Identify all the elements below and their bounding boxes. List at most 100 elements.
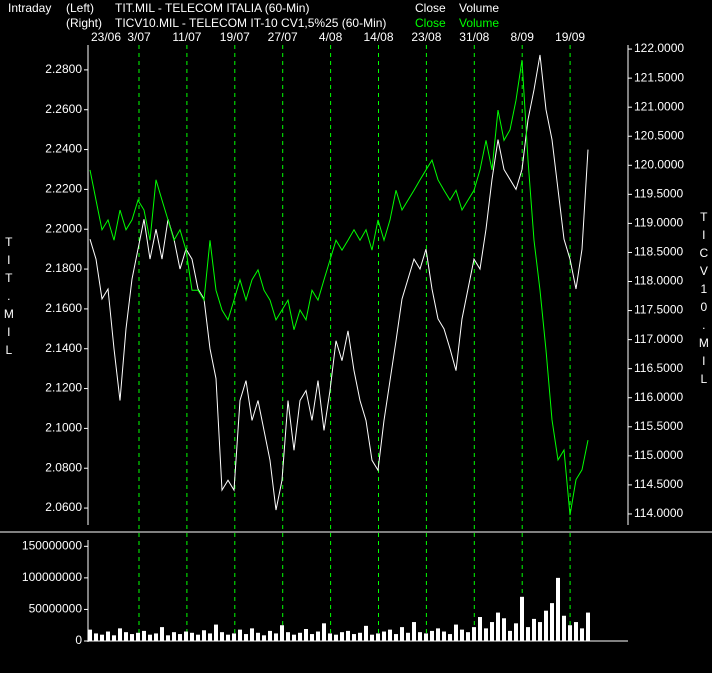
y-tick-label: 2.2600	[45, 102, 82, 116]
legend-side: (Right)	[66, 16, 102, 30]
legend-instrument: TICV10.MIL - TELECOM IT-10 CV1,5%25 (60-…	[115, 16, 386, 30]
volume-bar	[424, 633, 428, 641]
volume-bar	[394, 634, 398, 641]
volume-bar	[364, 625, 368, 641]
volume-bar	[520, 596, 524, 641]
y-tick-label: 2.2200	[45, 182, 82, 196]
volume-bar	[580, 628, 584, 641]
volume-bar	[340, 632, 344, 641]
volume-bar	[382, 631, 386, 641]
x-tick-label: 27/07	[268, 30, 298, 44]
volume-bar	[508, 630, 512, 641]
volume-bar	[136, 632, 140, 641]
y2-axis-title: TICV10.MIL	[697, 210, 711, 390]
volume-bar	[388, 629, 392, 641]
x-tick-label: 31/08	[459, 30, 489, 44]
x-tick-label: 8/09	[511, 30, 535, 44]
volume-bar	[586, 612, 590, 641]
volume-bar	[370, 634, 374, 641]
x-tick-label: 19/07	[220, 30, 250, 44]
volume-bar	[214, 624, 218, 641]
y2-tick-label: 115.0000	[634, 448, 683, 462]
volume-bar	[304, 629, 308, 641]
volume-tick-label: 0	[75, 633, 82, 647]
volume-bar	[196, 634, 200, 641]
x-tick-label: 23/06	[91, 30, 121, 44]
volume-bar	[442, 631, 446, 641]
y2-tick-label: 118.0000	[634, 274, 683, 288]
legend-volume: Volume	[459, 16, 499, 30]
volume-bar	[418, 632, 422, 641]
y-tick-label: 2.2800	[45, 62, 82, 76]
volume-bar	[436, 628, 440, 641]
volume-bar	[160, 627, 164, 641]
volume-bar	[112, 635, 116, 641]
y2-tick-label: 117.0000	[634, 332, 683, 346]
volume-bar	[118, 628, 122, 641]
y2-tick-label: 122.0000	[634, 41, 684, 55]
volume-bar	[448, 634, 452, 641]
volume-bar	[538, 622, 542, 641]
volume-bar	[358, 632, 362, 641]
y2-tick-label: 115.5000	[634, 419, 683, 433]
legend-side: (Left)	[66, 1, 94, 15]
volume-bar	[544, 610, 548, 641]
volume-bar	[484, 628, 488, 641]
y2-tick-label: 114.0000	[634, 506, 683, 520]
y2-tick-label: 120.0000	[634, 157, 684, 171]
volume-bar	[322, 623, 326, 641]
volume-bar	[184, 631, 188, 641]
y2-tick-label: 121.5000	[634, 70, 684, 84]
y2-tick-label: 118.5000	[634, 245, 683, 259]
volume-bar	[550, 603, 554, 641]
volume-bar	[262, 635, 266, 641]
x-tick-label: 14/08	[363, 30, 393, 44]
volume-bar	[376, 633, 380, 641]
y2-tick-label: 119.0000	[634, 216, 683, 230]
volume-bar	[562, 615, 566, 641]
x-tick-label: 19/09	[555, 30, 585, 44]
volume-bar	[202, 630, 206, 641]
volume-bar	[232, 633, 236, 641]
volume-bar	[280, 625, 284, 641]
x-tick-label: 23/08	[411, 30, 441, 44]
y2-tick-label: 116.0000	[634, 390, 683, 404]
volume-bar	[172, 632, 176, 641]
legend-close: Close	[415, 16, 446, 30]
volume-bar	[190, 632, 194, 641]
volume-bar	[250, 628, 254, 641]
volume-bar	[256, 632, 260, 641]
volume-bar	[490, 622, 494, 641]
legend-close: Close	[415, 1, 446, 15]
volume-bar	[460, 629, 464, 641]
volume-bar	[208, 633, 212, 641]
volume-bar	[532, 618, 536, 641]
y-tick-label: 2.1800	[45, 261, 82, 275]
volume-bar	[574, 622, 578, 641]
volume-bar	[148, 634, 152, 641]
volume-bar	[478, 617, 482, 641]
y-axis-title: TIT.MIL	[2, 235, 16, 361]
volume-bar	[298, 632, 302, 641]
volume-bar	[178, 634, 182, 641]
volume-bar	[316, 631, 320, 641]
volume-bar	[166, 635, 170, 641]
legend-instrument: TIT.MIL - TELECOM ITALIA (60-Min)	[115, 1, 309, 15]
volume-tick-label: 150000000	[22, 538, 82, 552]
volume-bar	[526, 627, 530, 641]
y-tick-label: 2.0600	[45, 500, 82, 514]
x-tick-label: 3/07	[127, 30, 151, 44]
volume-bar	[400, 627, 404, 641]
y2-tick-label: 114.5000	[634, 477, 683, 491]
volume-bar	[496, 612, 500, 641]
volume-bar	[220, 632, 224, 641]
volume-bar	[412, 622, 416, 641]
y-tick-label: 2.1000	[45, 421, 82, 435]
close-line	[89, 60, 589, 516]
x-tick-label: 11/07	[172, 30, 201, 44]
volume-bar	[268, 630, 272, 641]
volume-bar	[238, 629, 242, 641]
chart-mode: Intraday	[8, 1, 51, 15]
volume-tick-label: 50000000	[29, 602, 83, 616]
